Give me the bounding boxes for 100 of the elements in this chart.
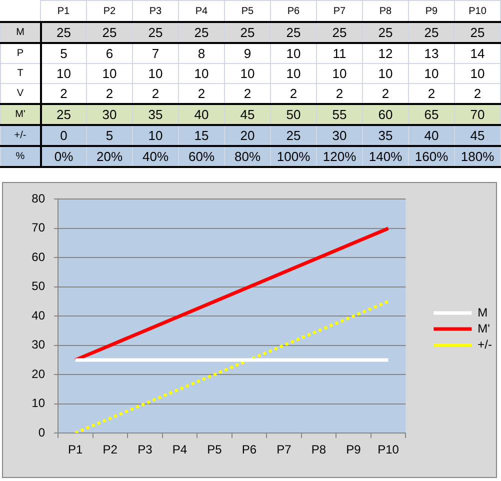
data-label: 45 [454,125,500,146]
data-label: 10 [270,43,316,64]
data-label: 8 [178,43,224,64]
x-tick-label: P8 [362,0,408,22]
data-label: 10 [86,64,132,84]
data-label: 60% [178,146,224,167]
data-label: 14 [454,43,500,64]
data-label: 13 [408,43,454,64]
data-label: 25 [40,104,86,125]
data-label: 10 [178,64,224,84]
data-label: 2 [454,84,500,104]
data-label: 2 [224,84,270,104]
data-label: 10 [454,64,500,84]
x-tick-label: P4 [178,0,224,22]
y-tick-label: 60 [32,250,46,264]
x-tick-label: P9 [408,0,454,22]
y-tick-label: T [0,64,40,84]
y-tick-label: +/- [0,125,40,146]
data-label: 12 [362,43,408,64]
x-tick-label: P6 [270,0,316,22]
data-label: 10 [316,64,362,84]
data-label: 65 [408,104,454,125]
data-label: 2 [86,84,132,104]
data-label: 10 [362,64,408,84]
data-label: 6 [86,43,132,64]
data-label: 5 [40,43,86,64]
data-label: 10 [408,64,454,84]
data-label: 2 [178,84,224,104]
data-label: 180% [454,146,500,167]
data-label: 40 [408,125,454,146]
legend-label: +/- [478,337,492,352]
data-label: 140% [362,146,408,167]
data-label: 2 [270,84,316,104]
data-label: 25 [178,22,224,43]
y-tick-label: 40 [32,308,46,322]
x-tick-label: P9 [346,442,362,457]
legend-label: M [478,305,488,320]
data-label: 70 [454,104,500,125]
y-tick-label: 10 [32,396,46,410]
data-label: 160% [408,146,454,167]
data-label: 2 [40,84,86,104]
y-tick-label: V [0,84,40,104]
x-tick-label: P10 [454,0,500,22]
x-tick-label: P4 [172,442,188,457]
x-tick-label: P5 [207,442,222,457]
data-label: 5 [86,125,132,146]
data-label: 60 [362,104,408,125]
data-label: 50 [270,104,316,125]
y-tick-label: 20 [32,366,46,381]
data-label: 7 [132,43,178,64]
legend-label: M' [478,321,490,336]
data-label: 25 [362,22,408,43]
data-label: 2 [408,84,454,104]
data-label: 35 [132,104,178,125]
x-tick-label: P1 [68,442,84,457]
data-label: 2 [316,84,362,104]
data-label: 9 [224,43,270,64]
data-label: 25 [270,22,316,43]
data-label: 120% [316,146,362,167]
data-label: 10 [224,64,270,84]
data-label: 10 [132,64,178,84]
data-label: 10 [132,125,178,146]
x-tick-label: P3 [138,442,153,457]
data-label: 2 [362,84,408,104]
data-label: 35 [362,125,408,146]
data-label: 25 [224,22,270,43]
y-tick-label: 50 [32,279,46,294]
x-tick-label: P7 [316,0,362,22]
data-label: 15 [178,125,224,146]
data-label: 55 [316,104,362,125]
data-label: 25 [408,22,454,43]
x-tick-label: P8 [311,442,326,457]
data-label: 40 [178,104,224,125]
x-tick-label: P2 [86,0,132,22]
y-tick-label: 30 [32,338,46,352]
x-tick-label: P2 [102,442,118,457]
y-tick-label: 70 [32,220,46,235]
y-tick-label: P [0,43,40,64]
data-label: 25 [270,125,316,146]
data-label: 30 [316,125,362,146]
data-label: 40% [132,146,178,167]
data-label: 25 [454,22,500,43]
data-label: 11 [316,43,362,64]
x-tick-label: P7 [276,442,292,457]
x-tick-label: P1 [40,0,86,22]
y-tick-label: M [0,22,40,43]
data-label: 20% [86,146,132,167]
data-label: 10 [270,64,316,84]
data-label: 45 [224,104,270,125]
data-label: 100% [270,146,316,167]
x-tick-label: P10 [378,442,400,457]
y-tick-label: 80 [32,192,46,206]
y-tick-label: % [0,146,40,167]
data-label: 25 [40,22,86,43]
data-label: 25 [316,22,362,43]
x-tick-label: P6 [242,442,257,457]
data-label: 2 [132,84,178,104]
data-label: 80% [224,146,270,167]
x-tick-label: P3 [132,0,178,22]
x-tick-label: P5 [224,0,270,22]
